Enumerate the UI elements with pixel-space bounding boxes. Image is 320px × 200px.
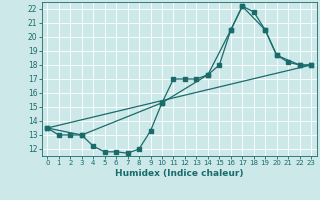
X-axis label: Humidex (Indice chaleur): Humidex (Indice chaleur) xyxy=(115,169,244,178)
